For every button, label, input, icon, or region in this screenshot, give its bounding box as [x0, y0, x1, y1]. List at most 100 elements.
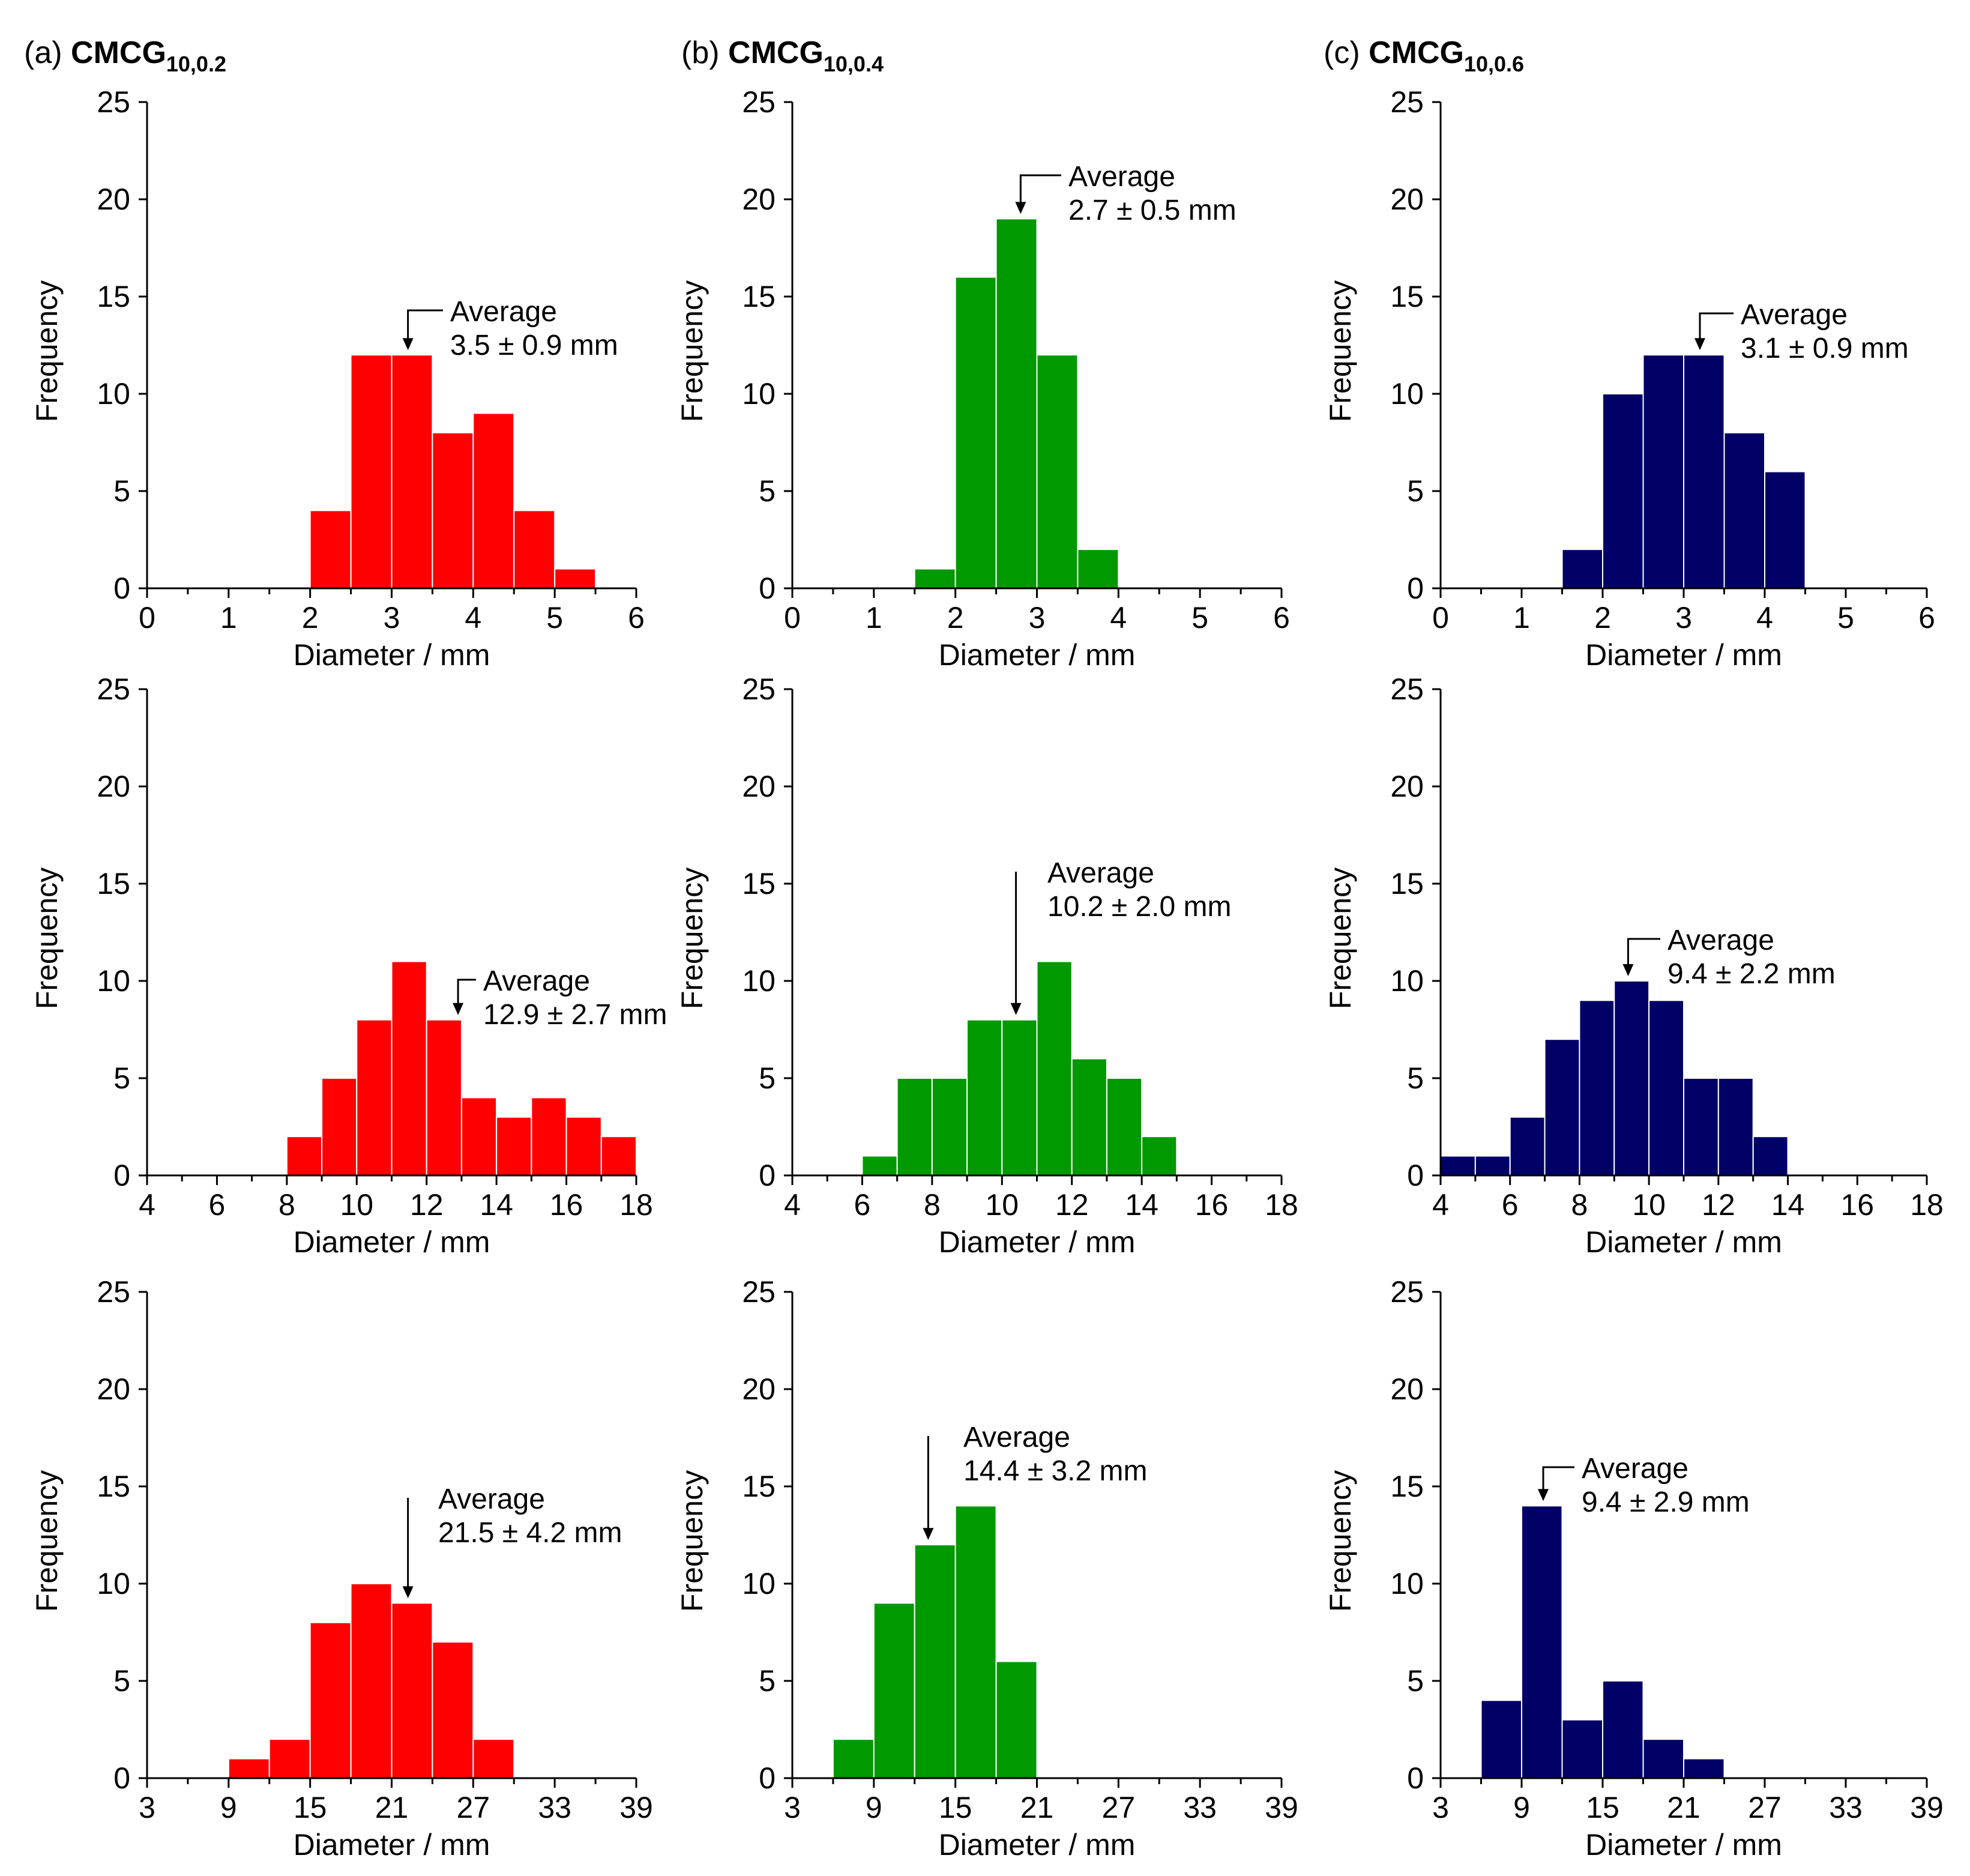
bar-b1-2 — [995, 218, 1038, 589]
histogram-a-row1: 0 5 10 15 20 25 0 1 2 3 4 5 6 Diameter / mm Frequency A… — [30, 85, 645, 672]
x-tick-label: 21 — [375, 1791, 409, 1824]
bar-c1-1 — [1602, 393, 1644, 589]
bar-c2-2 — [1509, 1116, 1546, 1177]
y-tick-label: 5 — [1407, 474, 1424, 508]
y-tick-label: 5 — [759, 1664, 776, 1698]
bar-b2-3 — [966, 1019, 1003, 1177]
annotation-leader — [1019, 174, 1061, 205]
y-tick-label: 0 — [113, 572, 130, 605]
y-axis-label: Frequency — [1324, 1470, 1357, 1612]
x-tick-label: 33 — [538, 1791, 571, 1824]
bar-c3-2 — [1561, 1719, 1603, 1779]
x-tick-label: 27 — [1102, 1791, 1136, 1824]
x-tick-label: 4 — [465, 601, 481, 635]
y-tick-label: 15 — [97, 867, 130, 900]
y-tick-label: 15 — [1390, 1470, 1424, 1503]
annotation-label: Average — [438, 1483, 545, 1515]
y-axis-label: Frequency — [1324, 280, 1357, 422]
y-tick-label: 25 — [742, 1275, 776, 1309]
histogram-c-row1: 0 5 10 15 20 25 0 1 2 3 4 5 6 Diameter / mm Frequency A… — [1324, 85, 1935, 672]
bar-b2-0 — [861, 1155, 898, 1176]
y-tick-label: 25 — [742, 85, 776, 119]
y-tick-label: 5 — [113, 1664, 130, 1698]
bar-a2-2 — [356, 1019, 393, 1177]
annotation-value: 14.4 ± 3.2 mm — [963, 1455, 1147, 1487]
annotation-value: 21.5 ± 4.2 mm — [438, 1517, 622, 1549]
y-axis-label: Frequency — [30, 1470, 64, 1612]
y-tick-label: 10 — [97, 964, 130, 998]
x-tick-label: 6 — [854, 1188, 871, 1222]
y-tick-label: 25 — [97, 1275, 130, 1309]
x-tick-label: 5 — [546, 601, 563, 635]
annotation-arrowhead — [1622, 964, 1634, 976]
annotation-leader — [407, 309, 443, 341]
bar-b3-1 — [873, 1602, 915, 1779]
histogram-a-row2: 0 5 10 15 20 25 4 6 8 10 12 14 16 18 Diameter / mm Freq… — [30, 672, 667, 1259]
bar-b2-2 — [931, 1078, 968, 1176]
bar-a2-7 — [531, 1097, 567, 1177]
x-tick-label: 21 — [1667, 1791, 1700, 1824]
y-tick-label: 20 — [742, 770, 776, 803]
bar-c3-4 — [1642, 1739, 1684, 1779]
y-tick-label: 5 — [113, 474, 130, 508]
y-tick-label: 10 — [742, 377, 776, 411]
bar-c3-1 — [1521, 1505, 1563, 1779]
panel-title-b: (b) CMCG10,0.4 — [681, 35, 884, 76]
x-tick-label: 10 — [985, 1188, 1019, 1222]
bar-b2-4 — [1001, 1019, 1038, 1177]
x-tick-label: 15 — [1586, 1791, 1619, 1824]
x-tick-label: 4 — [139, 1188, 155, 1222]
x-axis-label: Diameter / mm — [939, 638, 1136, 672]
bar-b3-4 — [995, 1660, 1038, 1779]
x-tick-label: 15 — [294, 1791, 327, 1824]
x-tick-label: 3 — [139, 1791, 155, 1824]
bar-a2-3 — [391, 961, 427, 1176]
x-tick-label: 2 — [947, 601, 964, 635]
y-tick-label: 25 — [97, 85, 130, 119]
y-axis-label: Frequency — [1324, 867, 1357, 1009]
bar-b2-8 — [1141, 1136, 1178, 1176]
y-tick-label: 25 — [1390, 85, 1424, 119]
y-tick-label: 0 — [1407, 572, 1424, 605]
annotation-arrowhead — [923, 1528, 934, 1540]
y-tick-label: 20 — [1390, 182, 1424, 216]
bar-b2-5 — [1036, 961, 1073, 1176]
y-tick-label: 15 — [742, 280, 776, 313]
x-tick-label: 10 — [1632, 1188, 1666, 1222]
bar-c2-5 — [1613, 980, 1650, 1176]
y-axis-label: Frequency — [30, 280, 64, 422]
x-tick-label: 6 — [1918, 601, 1935, 635]
y-tick-label: 10 — [1390, 1567, 1424, 1600]
bar-a1-0 — [309, 510, 352, 590]
annotation-label: Average — [1667, 924, 1774, 956]
y-tick-label: 0 — [759, 572, 776, 605]
histogram-b-row1: 0 5 10 15 20 25 0 1 2 3 4 5 6 Diameter / mm Frequency A… — [675, 85, 1290, 672]
y-tick-label: 10 — [97, 1567, 130, 1600]
x-tick-label: 27 — [457, 1791, 490, 1824]
bar-b3-2 — [914, 1544, 956, 1779]
x-tick-label: 0 — [1432, 601, 1449, 635]
y-tick-label: 15 — [1390, 867, 1424, 900]
y-tick-label: 20 — [1390, 770, 1424, 803]
x-tick-label: 27 — [1748, 1791, 1782, 1824]
y-tick-label: 25 — [1390, 1275, 1424, 1309]
bar-a2-5 — [460, 1097, 498, 1177]
annotation-value: 12.9 ± 2.7 mm — [483, 999, 667, 1031]
bar-a3-2 — [309, 1621, 352, 1779]
bar-a1-3 — [432, 432, 474, 589]
y-tick-label: 20 — [742, 182, 776, 216]
annotation-label: Average — [450, 296, 557, 328]
y-tick-label: 10 — [742, 964, 776, 998]
x-tick-label: 16 — [1195, 1188, 1229, 1222]
y-tick-label: 5 — [113, 1061, 130, 1095]
x-tick-label: 9 — [220, 1791, 237, 1824]
x-tick-label: 21 — [1020, 1791, 1054, 1824]
x-tick-label: 3 — [384, 601, 400, 635]
annotation-arrowhead — [1010, 1003, 1022, 1015]
bar-a2-8 — [565, 1116, 602, 1177]
y-tick-label: 20 — [97, 770, 130, 803]
x-tick-label: 5 — [1191, 601, 1208, 635]
panel-title-c: (c) CMCG10,0.6 — [1324, 35, 1524, 76]
y-tick-label: 0 — [759, 1159, 776, 1192]
